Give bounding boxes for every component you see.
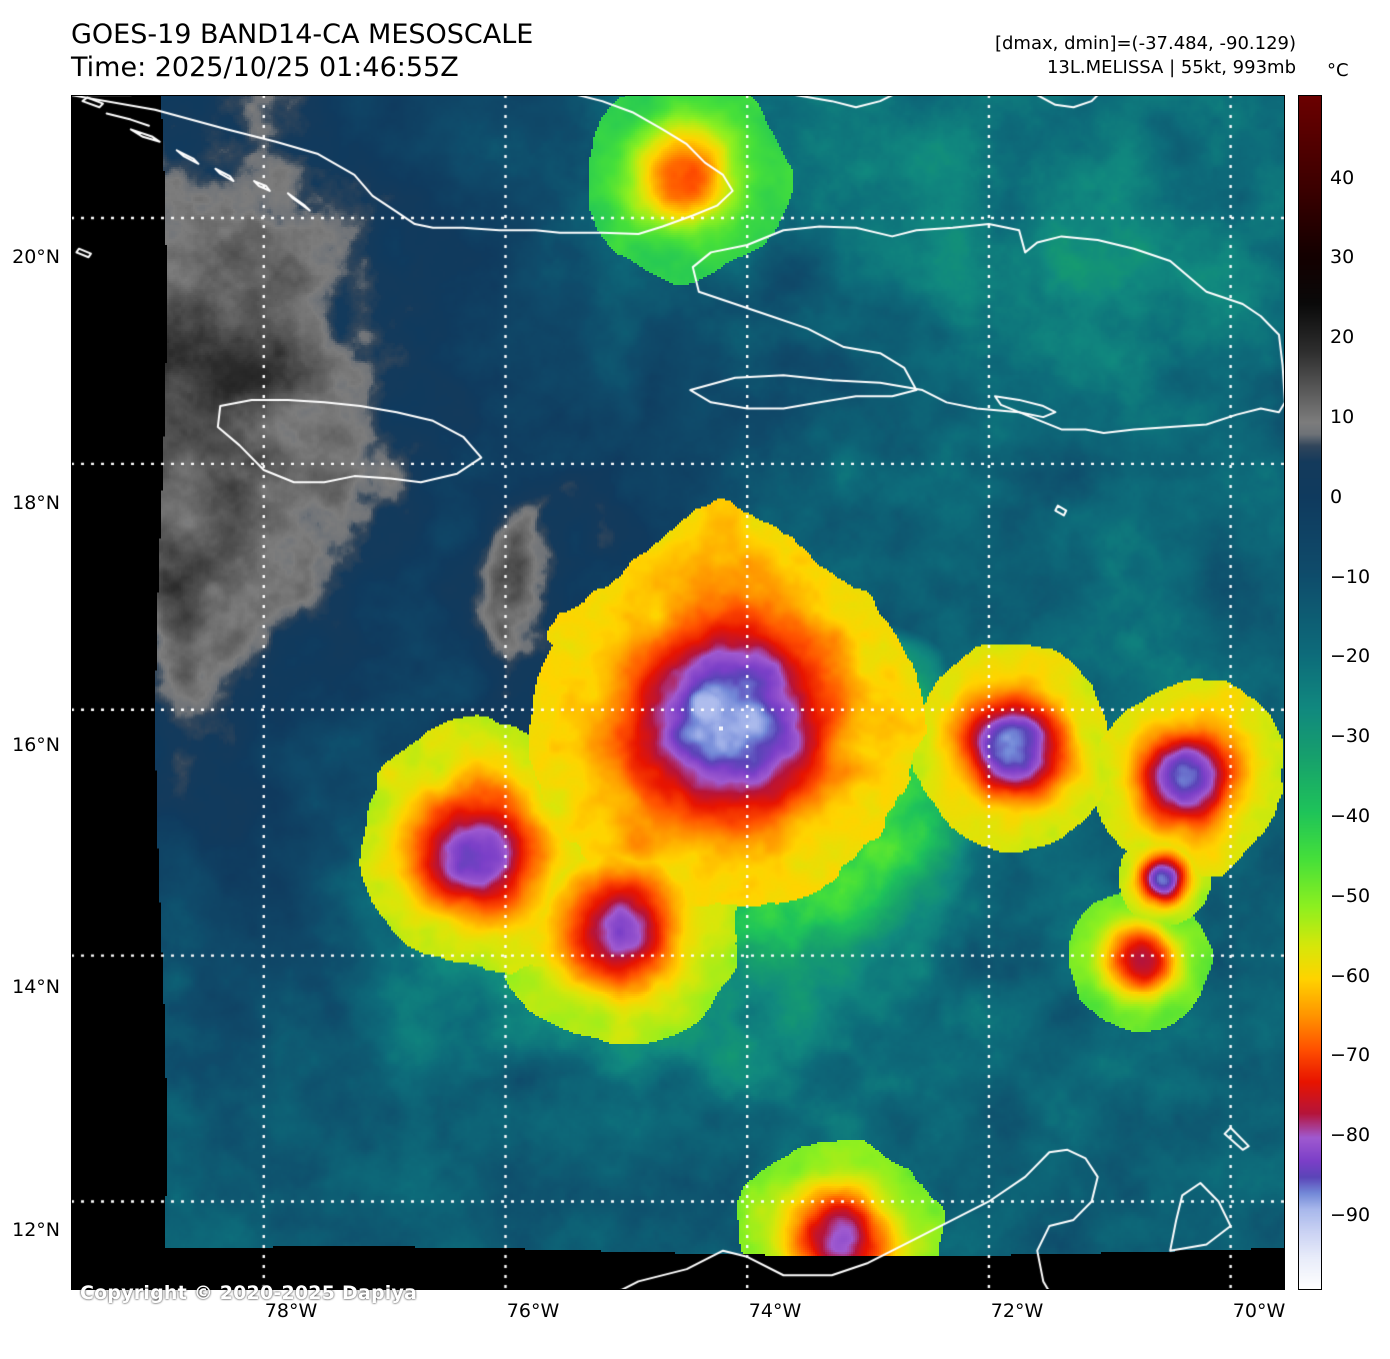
colorbar-tick-label: −90 bbox=[1330, 1204, 1371, 1226]
colorbar-tick-label: −40 bbox=[1330, 805, 1371, 827]
title-block: GOES-19 BAND14-CA MESOSCALE Time: 2025/1… bbox=[71, 18, 533, 84]
lon-tick-label: 76°W bbox=[506, 1300, 560, 1322]
lat-tick-label: 14°N bbox=[12, 976, 60, 998]
dmax-dmin-label: [dmax, dmin]=(-37.484, -90.129) bbox=[994, 33, 1296, 54]
coastlines-and-gridlines-overlay bbox=[71, 95, 1285, 1290]
satellite-image-plot[interactable] bbox=[71, 95, 1285, 1290]
lat-tick-label: 16°N bbox=[12, 734, 60, 756]
colorbar-tick-label: −80 bbox=[1330, 1124, 1371, 1146]
lon-tick-label: 70°W bbox=[1232, 1300, 1286, 1322]
lat-tick-label: 18°N bbox=[12, 492, 60, 514]
metadata-block: [dmax, dmin]=(-37.484, -90.129) 13L.MELI… bbox=[995, 32, 1296, 80]
colorbar-tick-label: 40 bbox=[1330, 167, 1355, 189]
lat-tick-label: 20°N bbox=[12, 246, 60, 268]
page-title: GOES-19 BAND14-CA MESOSCALE bbox=[71, 19, 534, 50]
colorbar-gradient bbox=[1299, 96, 1321, 1289]
colorbar-tick-label: 10 bbox=[1330, 406, 1355, 428]
colorbar-tick-label: −10 bbox=[1330, 566, 1371, 588]
colorbar-tick-label: −30 bbox=[1330, 725, 1371, 747]
copyright-label: Copyright © 2020-2025 Dapiya bbox=[80, 1282, 418, 1304]
timestamp-label: Time: 2025/10/25 01:46:55Z bbox=[71, 52, 459, 83]
storm-info-label: 13L.MELISSA | 55kt, 993mb bbox=[1046, 57, 1296, 78]
lon-tick-label: 74°W bbox=[748, 1300, 802, 1322]
lon-tick-label: 78°W bbox=[264, 1300, 318, 1322]
lat-tick-label: 12°N bbox=[12, 1219, 60, 1241]
colorbar-tick-label: 0 bbox=[1330, 486, 1343, 508]
colorbar-tick-label: −60 bbox=[1330, 965, 1371, 987]
lon-tick-label: 72°W bbox=[990, 1300, 1044, 1322]
colorbar-tick-label: 30 bbox=[1330, 246, 1355, 268]
colorbar-tick-label: −20 bbox=[1330, 645, 1371, 667]
colorbar-unit-label: °C bbox=[1327, 60, 1349, 81]
colorbar-tick-label: −70 bbox=[1330, 1044, 1371, 1066]
colorbar-tick-label: 20 bbox=[1330, 326, 1355, 348]
colorbar-tick-label: −50 bbox=[1330, 885, 1371, 907]
temperature-colorbar[interactable] bbox=[1298, 95, 1322, 1290]
